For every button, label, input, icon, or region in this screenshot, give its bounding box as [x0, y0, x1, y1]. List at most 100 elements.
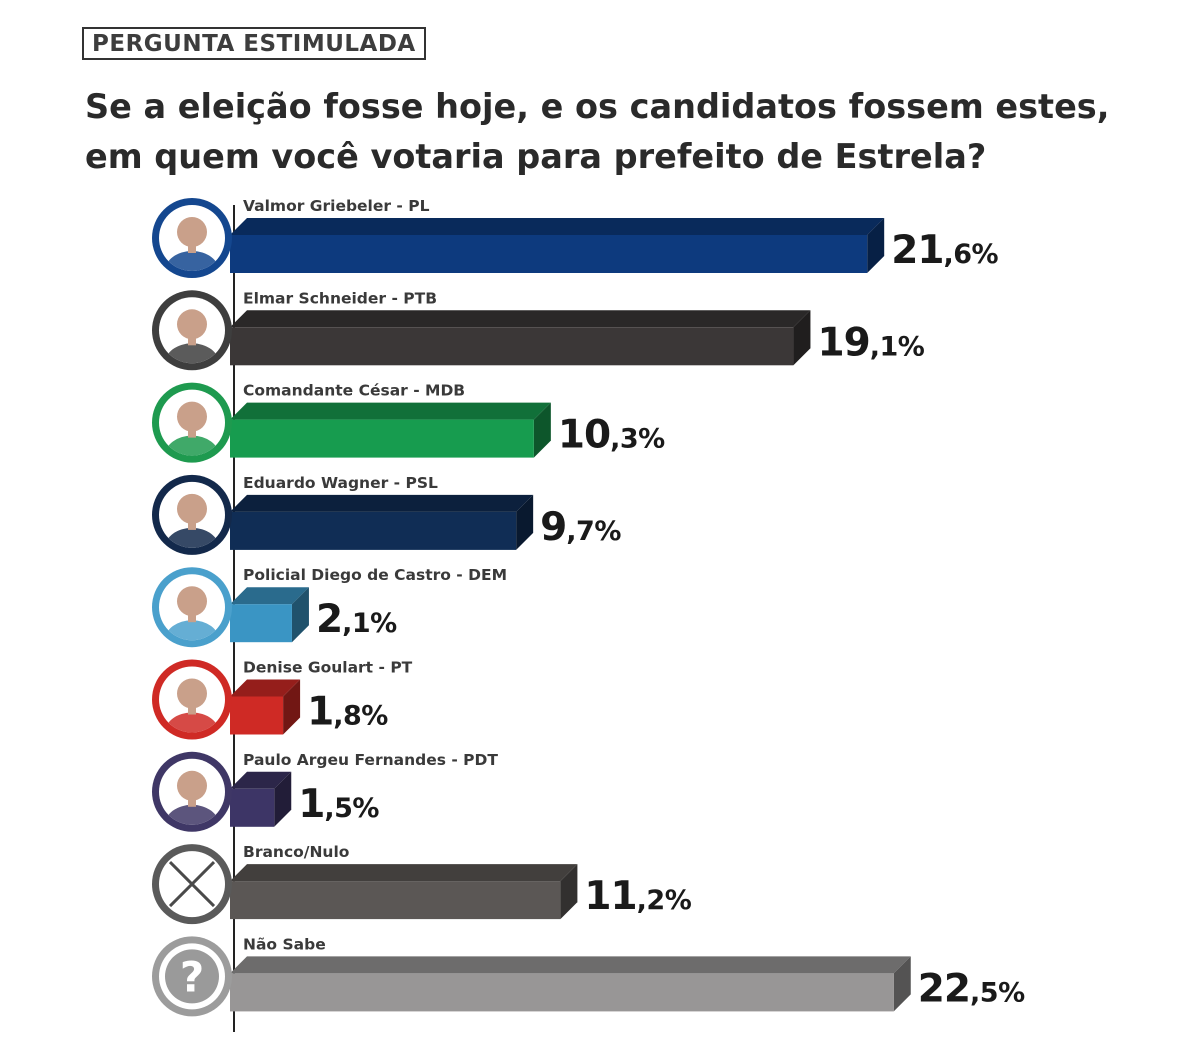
category-label: Paulo Argeu Fernandes - PDT	[243, 751, 498, 769]
data-label-integer: 9	[540, 505, 566, 550]
data-label-decimal: ,3%	[610, 424, 665, 455]
data-label-decimal: ,5%	[324, 793, 379, 824]
bar	[230, 604, 292, 643]
category-label: Eduardo Wagner - PSL	[243, 474, 438, 492]
bar-row: Denise Goulart - PT 1,8%	[152, 659, 413, 740]
avatar-shoulders	[165, 343, 219, 364]
bar-top-face	[230, 218, 885, 235]
avatar-icon	[165, 401, 219, 456]
bar-side-face	[516, 494, 534, 550]
data-label: 11,2%	[584, 874, 691, 919]
data-label: 2,1%	[316, 597, 397, 642]
data-label-decimal: ,8%	[333, 701, 388, 732]
bar	[230, 235, 868, 273]
category-label: Elmar Schneider - PTB	[243, 289, 437, 307]
question-disc	[165, 949, 219, 1004]
chart-title-line-2: em quem você votaria para prefeito de Es…	[85, 137, 987, 176]
bar-side-face	[291, 587, 309, 643]
category-label: Policial Diego de Castro - DEM	[243, 566, 507, 584]
bar-side-face	[274, 771, 292, 827]
data-label-integer: 11	[584, 874, 636, 919]
avatar-icon	[165, 493, 219, 548]
bar-top-face	[230, 402, 551, 420]
bar-top-face	[230, 771, 292, 789]
category-label: Valmor Griebeler - PL	[243, 197, 430, 215]
data-label-decimal: ,5%	[970, 977, 1025, 1008]
bar-side-face	[283, 679, 301, 735]
data-label-integer: 21	[891, 228, 943, 273]
bar	[230, 327, 794, 366]
bar-row: Não Sabe 22,5%?	[152, 935, 1026, 1017]
data-label: 22,5%	[918, 966, 1025, 1011]
avatar-icon	[165, 678, 219, 733]
avatar-neck	[188, 337, 196, 346]
bar-top-face	[230, 310, 811, 328]
avatar-head	[177, 493, 207, 524]
avatar-neck	[188, 798, 196, 807]
data-label-decimal: ,6%	[943, 239, 998, 270]
avatar-head	[177, 678, 207, 709]
data-label-decimal: ,7%	[566, 516, 621, 547]
avatar-icon	[165, 770, 219, 825]
avatar-shoulders	[165, 620, 219, 641]
data-label-integer: 22	[918, 966, 970, 1011]
bar	[230, 696, 284, 735]
bar-top-face	[230, 679, 301, 697]
bar-row: Valmor Griebeler - PL 21,6%	[152, 197, 999, 278]
bar-side-face	[560, 864, 578, 920]
avatar-shoulders	[165, 251, 219, 271]
category-label: Denise Goulart - PT	[243, 659, 413, 677]
avatar-head	[177, 401, 207, 432]
question-mark-icon: ?	[180, 952, 204, 1001]
category-label: Branco/Nulo	[243, 843, 349, 861]
bar	[230, 788, 275, 827]
bar-side-face	[893, 956, 911, 1012]
bar-top-face	[230, 956, 911, 974]
x-mark-icon	[168, 861, 216, 908]
category-label: Não Sabe	[243, 935, 326, 953]
bar-row: Comandante César - MDB 10,3%	[152, 382, 666, 463]
bar-row: Elmar Schneider - PTB 19,1%	[152, 289, 925, 371]
bar-top-face	[230, 494, 534, 512]
avatar-neck	[188, 521, 196, 530]
data-label-decimal: ,2%	[637, 885, 692, 916]
avatar-head	[177, 586, 207, 617]
data-label-integer: 1	[298, 782, 324, 827]
chart-title: Se a eleição fosse hoje, e os candidatos…	[85, 82, 1165, 182]
data-label-integer: 10	[558, 413, 610, 458]
bar-row: Paulo Argeu Fernandes - PDT 1,5%	[152, 751, 498, 832]
question-type-label: PERGUNTA ESTIMULADA	[92, 31, 416, 57]
avatar-shoulders	[165, 712, 219, 733]
avatar-icon	[165, 217, 219, 271]
avatar-neck	[188, 614, 196, 623]
data-label-integer: 2	[316, 597, 342, 642]
avatar-neck	[188, 429, 196, 438]
bar-row: Eduardo Wagner - PSL 9,7%	[152, 474, 622, 555]
bar-side-face	[533, 402, 551, 458]
data-label-integer: 1	[307, 690, 333, 735]
bar-side-face	[793, 310, 811, 366]
bar-row: Branco/Nulo 11,2%	[152, 843, 692, 925]
question-type-tag: PERGUNTA ESTIMULADA	[82, 27, 426, 60]
avatar-shoulders	[165, 804, 219, 825]
avatar-head	[177, 309, 207, 340]
avatar-icon	[165, 586, 219, 641]
data-label: 1,8%	[307, 690, 388, 735]
data-label: 9,7%	[540, 505, 621, 550]
chart-title-line-1: Se a eleição fosse hoje, e os candidatos…	[85, 87, 1110, 126]
bar-row: Policial Diego de Castro - DEM 2,1%	[152, 566, 507, 648]
avatar-head	[177, 770, 207, 801]
category-label: Comandante César - MDB	[243, 382, 465, 400]
avatar-head	[177, 217, 207, 247]
avatar-neck	[188, 245, 196, 253]
avatar-neck	[188, 706, 196, 715]
data-label: 1,5%	[298, 782, 379, 827]
data-label: 19,1%	[817, 320, 924, 365]
bar-top-face	[230, 864, 578, 882]
bar	[230, 419, 534, 458]
bar-side-face	[867, 218, 885, 273]
avatar-shoulders	[165, 435, 219, 456]
bar	[230, 511, 517, 550]
data-label: 21,6%	[891, 228, 998, 273]
